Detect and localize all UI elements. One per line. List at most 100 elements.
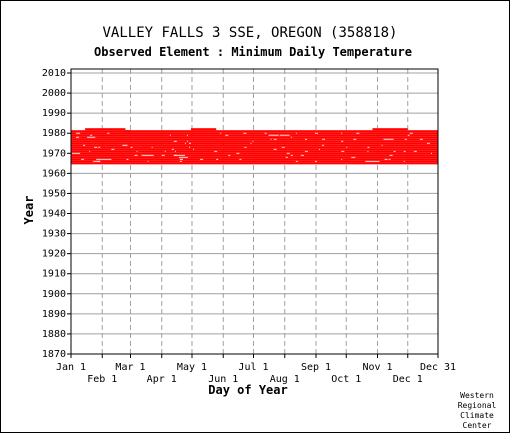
missing-gap	[98, 146, 101, 148]
missing-gap	[243, 132, 247, 134]
y-tick-label: 1930	[42, 229, 66, 240]
missing-gap	[356, 132, 360, 134]
missing-gap	[404, 138, 407, 140]
year-row	[71, 142, 438, 145]
missing-gap	[228, 154, 231, 156]
x-tick-label: Feb 1	[87, 374, 117, 385]
y-tick-label: 1910	[42, 269, 66, 280]
data-marks	[71, 128, 438, 165]
x-tick-label: Dec 31	[420, 362, 456, 373]
missing-gap	[134, 154, 138, 156]
missing-gap	[286, 152, 290, 154]
missing-gap	[283, 146, 285, 148]
missing-gap	[169, 134, 171, 136]
y-tick-label: 1880	[42, 329, 66, 340]
missing-gap	[403, 150, 406, 152]
missing-gap	[304, 150, 308, 152]
missing-gap	[200, 158, 204, 160]
missing-gap	[264, 132, 267, 134]
extra-segment	[85, 128, 126, 131]
missing-gap	[419, 138, 423, 140]
missing-gap	[285, 156, 288, 158]
x-tick-label: Sep 1	[301, 362, 331, 373]
missing-gap	[270, 138, 272, 140]
x-axis-ticks: Jan 1 Mar 1 May 1 Jul 1 Sep 1 Nov 1 Dec 31 Feb …	[56, 354, 456, 385]
y-tick-label: 1900	[42, 289, 66, 300]
missing-gap	[290, 136, 292, 138]
missing-gap	[179, 158, 183, 160]
x-tick-label: May 1	[177, 362, 207, 373]
missing-gap	[107, 132, 110, 134]
year-row	[71, 150, 438, 153]
missing-gap	[322, 138, 326, 140]
missing-gap	[426, 142, 430, 144]
x-tick-label: Apr 1	[147, 374, 177, 385]
missing-gap	[79, 132, 81, 134]
year-row	[71, 156, 438, 159]
missing-gap	[273, 148, 277, 150]
missing-gap	[353, 138, 357, 140]
missing-gap	[163, 154, 165, 156]
x-tick-label: Aug 1	[270, 374, 300, 385]
missing-gap	[403, 160, 405, 162]
missing-gap	[367, 150, 369, 152]
y-tick-label: 1940	[42, 209, 66, 220]
missing-gap	[90, 134, 93, 136]
y-tick-label: 2010	[42, 68, 66, 79]
x-tick-label: Jun 1	[208, 374, 238, 385]
missing-gap	[381, 144, 383, 146]
y-tick-label: 1890	[42, 309, 66, 320]
x-axis-label: Day of Year	[208, 383, 287, 397]
missing-gap	[393, 150, 396, 152]
missing-gap	[295, 132, 297, 134]
missing-gap	[244, 146, 247, 148]
chart-title: VALLEY FALLS 3 SSE, OREGON (358818)	[102, 25, 397, 41]
missing-gap	[314, 132, 319, 134]
y-tick-label: 1970	[42, 148, 66, 159]
extra-segment	[190, 128, 217, 131]
missing-gap	[239, 158, 242, 160]
year-row	[71, 130, 438, 133]
year-row	[71, 134, 438, 137]
missing-gap	[383, 138, 394, 140]
year-row	[71, 162, 438, 165]
y-axis-label: Year	[22, 196, 36, 225]
y-tick-label: 2000	[42, 88, 66, 99]
missing-gap	[351, 156, 356, 158]
plot-area-border	[70, 68, 439, 355]
missing-gap	[76, 132, 80, 134]
missing-gap	[346, 146, 348, 148]
missing-gap	[250, 142, 252, 144]
missing-gap	[93, 160, 101, 162]
grid-lines	[71, 69, 438, 355]
year-row	[71, 138, 438, 141]
missing-gap	[304, 138, 307, 140]
y-tick-label: 1870	[42, 349, 66, 360]
year-row	[71, 140, 438, 143]
x-tick-label: Jan 1	[56, 362, 86, 373]
missing-gap	[216, 158, 219, 160]
missing-gap	[236, 152, 240, 154]
missing-gap	[314, 160, 318, 162]
chart-subtitle: Observed Element : Minimum Daily Tempera…	[94, 45, 412, 59]
credit-line-3: Climate	[460, 411, 494, 420]
missing-gap	[161, 154, 164, 156]
missing-gap	[173, 154, 185, 156]
extra-segment	[372, 128, 408, 131]
missing-gap	[171, 148, 174, 150]
missing-gap	[188, 142, 191, 144]
missing-gap	[365, 160, 380, 162]
y-tick-label: 1950	[42, 188, 66, 199]
credit-line-4: Center	[463, 421, 492, 430]
missing-gap	[186, 140, 188, 142]
credit-text: Western Regional Climate Center	[458, 391, 497, 430]
y-tick-label: 1960	[42, 168, 66, 179]
missing-gap	[279, 134, 290, 136]
x-tick-label: Mar 1	[115, 362, 145, 373]
year-row	[71, 136, 438, 139]
missing-gap	[87, 136, 96, 138]
missing-gap	[97, 160, 101, 162]
missing-gap	[295, 160, 298, 162]
